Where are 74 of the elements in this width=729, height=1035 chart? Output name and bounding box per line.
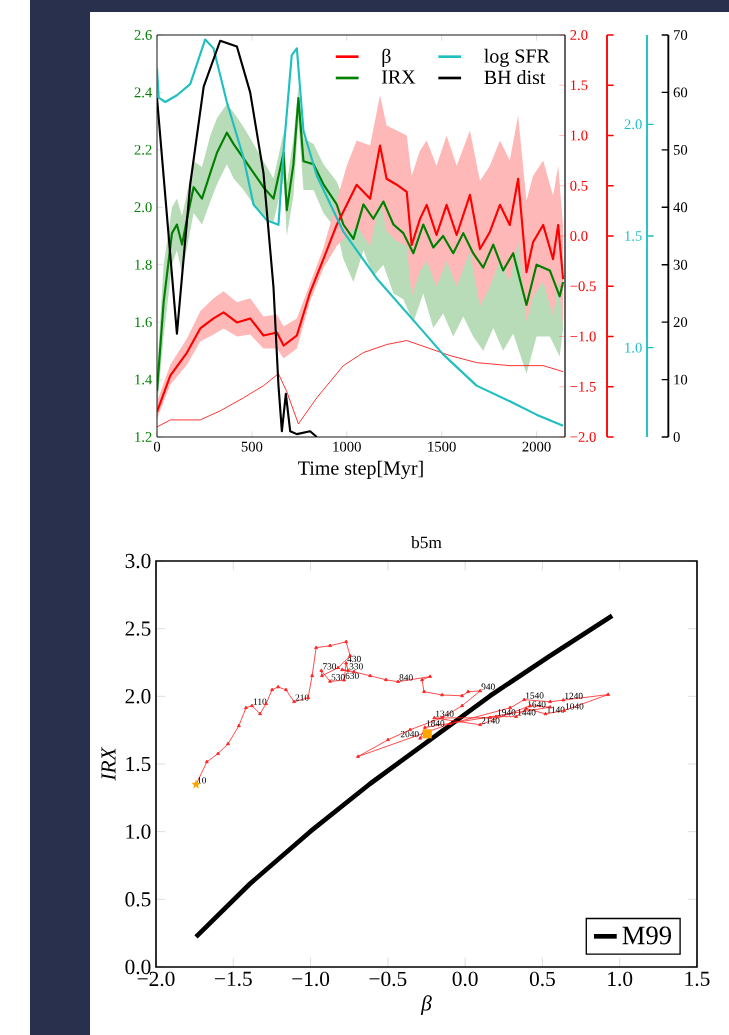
line-series xyxy=(157,340,564,428)
annotation: 940 xyxy=(481,683,495,690)
y-tick-label: 2.5 xyxy=(125,621,151,636)
legend-label: M99 xyxy=(622,926,671,945)
x-tick-label: 0.0 xyxy=(452,971,478,987)
x-tick-label: −1.0 xyxy=(292,971,330,987)
y2-tick-label: 1.0 xyxy=(571,130,588,141)
x-tick-label: −0.5 xyxy=(369,971,407,987)
x-tick-label: 1500 xyxy=(428,441,456,452)
annotation: 730 xyxy=(323,663,337,670)
y-tick-label: 1.4 xyxy=(135,374,153,385)
x-tick-label: 1.5 xyxy=(685,971,710,987)
y2-tick-label: −1.5 xyxy=(570,381,596,392)
x-tick-label: 2000 xyxy=(522,441,551,452)
annotation: 330 xyxy=(349,663,363,670)
annotation: 1440 xyxy=(518,709,536,716)
x-tick-label: −1.5 xyxy=(215,971,252,987)
y3-tick-label: 2.0 xyxy=(624,119,642,130)
y3-tick-label: 1.5 xyxy=(625,231,642,241)
x-tick-label: 500 xyxy=(241,441,263,452)
y-tick-label: 1.5 xyxy=(126,756,151,772)
y-tick-label: 20 xyxy=(673,317,688,328)
x-axis-title: β xyxy=(420,995,432,1015)
annotation: 1640 xyxy=(528,701,546,708)
y2-tick-label: 2.0 xyxy=(570,30,588,40)
y-tick-label: 70 xyxy=(674,30,688,40)
y-tick-label: 2.0 xyxy=(134,202,152,213)
y2-tick-label: 1.5 xyxy=(571,80,588,91)
y-tick-label: 1.8 xyxy=(135,259,152,270)
annotation: 2040 xyxy=(400,730,419,738)
annotation: 1540 xyxy=(526,692,544,699)
legend-label: log SFR xyxy=(484,48,550,67)
y-tick-label: 50 xyxy=(673,144,688,155)
y-tick-label: 2.6 xyxy=(134,30,152,40)
line-series xyxy=(157,38,565,427)
y-axis-title: IRX xyxy=(101,746,116,781)
annotation: 110 xyxy=(253,698,267,705)
y2-tick-label: −2.0 xyxy=(570,432,596,442)
y-tick-label: 1.0 xyxy=(126,824,151,839)
annotation: 1340 xyxy=(436,710,454,717)
legend-label: IRX xyxy=(381,70,416,84)
annotation: 10 xyxy=(197,777,207,784)
chart-title: b5m xyxy=(411,536,442,549)
y-tick-label: 2.2 xyxy=(134,144,152,155)
y2-tick-label: 0.0 xyxy=(570,231,588,241)
y-tick-label: 40 xyxy=(673,202,688,213)
annotation: 1840 xyxy=(426,720,445,727)
legend-label: β xyxy=(382,48,391,67)
y-tick-label: 2.0 xyxy=(125,689,151,704)
x-tick-label: 0.5 xyxy=(529,971,555,987)
y2-tick-label: −0.5 xyxy=(570,281,596,292)
y-tick-label: 3.0 xyxy=(125,553,151,569)
annotation: 430 xyxy=(347,655,361,663)
y-tick-label: 2.4 xyxy=(134,87,153,98)
line-series xyxy=(193,613,615,940)
y-tick-label: 0 xyxy=(673,432,680,442)
y-tick-label: 10 xyxy=(674,374,688,385)
x-tick-label: 0 xyxy=(153,441,161,452)
annotation: 1240 xyxy=(565,692,583,700)
x-axis-title: Time step[Myr] xyxy=(298,460,423,479)
y3-tick-label: 1.0 xyxy=(625,342,642,353)
y-tick-label: 1.6 xyxy=(135,317,152,328)
annotation: 630 xyxy=(345,672,359,680)
annotation: 840 xyxy=(399,674,413,681)
y-tick-label: 60 xyxy=(673,87,688,98)
y-tick-label: 30 xyxy=(673,259,688,270)
text: BH dist xyxy=(484,70,546,85)
y-tick-label: 0.5 xyxy=(125,892,151,907)
annotation: 1140 xyxy=(547,706,565,713)
x-tick-label: 1.0 xyxy=(608,971,633,987)
x-tick-label: 1000 xyxy=(333,441,361,452)
y-tick-label: 1.2 xyxy=(135,432,152,442)
y2-tick-label: 0.5 xyxy=(570,180,588,191)
y2-tick-label: −1.0 xyxy=(570,331,596,342)
